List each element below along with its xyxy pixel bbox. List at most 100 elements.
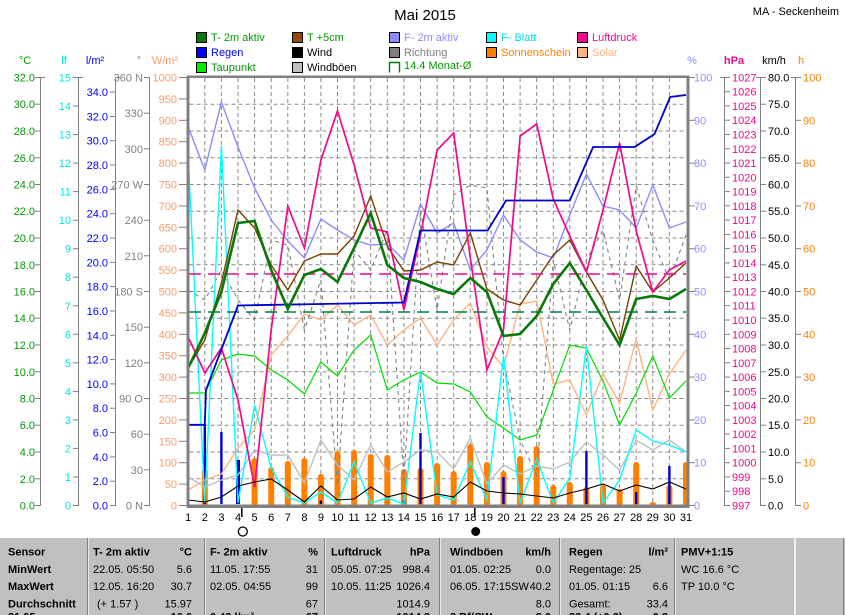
- svg-text:300: 300: [125, 144, 143, 156]
- svg-text:40.2: 40.2: [530, 581, 551, 593]
- svg-text:30: 30: [803, 372, 815, 384]
- svg-text:F- Blatt: F- Blatt: [501, 32, 536, 44]
- svg-text:1: 1: [65, 472, 71, 484]
- svg-text:4: 4: [65, 386, 71, 398]
- svg-text:W/m²: W/m²: [152, 55, 179, 67]
- svg-text:20.0: 20.0: [87, 257, 108, 269]
- svg-text:1026: 1026: [732, 87, 756, 99]
- svg-text:14.4 Monat-Ø: 14.4 Monat-Ø: [404, 60, 472, 72]
- svg-text:12.05. 16:20: 12.05. 16:20: [93, 581, 154, 593]
- svg-text:6: 6: [65, 329, 71, 341]
- svg-text:32.0: 32.0: [87, 111, 108, 123]
- svg-text:0: 0: [65, 501, 71, 513]
- svg-text:360 N: 360 N: [114, 73, 143, 85]
- svg-text:5.0: 5.0: [768, 474, 783, 486]
- svg-text:20.0: 20.0: [14, 233, 35, 245]
- svg-text:600: 600: [159, 244, 177, 256]
- svg-text:2.0: 2.0: [20, 474, 35, 486]
- svg-text:l/m²: l/m²: [86, 55, 105, 67]
- svg-text:28: 28: [630, 512, 642, 524]
- svg-text:1019: 1019: [732, 187, 756, 199]
- svg-text:500: 500: [159, 287, 177, 299]
- svg-text:67: 67: [306, 612, 318, 615]
- svg-text:Solar: Solar: [592, 47, 618, 59]
- svg-text:1000: 1000: [732, 458, 756, 470]
- svg-text:120: 120: [125, 358, 143, 370]
- svg-text:24.0: 24.0: [14, 180, 35, 192]
- svg-text:40: 40: [694, 329, 706, 341]
- svg-text:25: 25: [580, 512, 592, 524]
- svg-text:Durchschnitt: Durchschnitt: [8, 598, 76, 610]
- svg-text:850: 850: [159, 137, 177, 149]
- svg-text:5: 5: [65, 358, 71, 370]
- svg-text:100: 100: [159, 458, 177, 470]
- svg-text:%: %: [687, 55, 697, 67]
- svg-text:330: 330: [125, 108, 143, 120]
- svg-text:h: h: [798, 55, 804, 67]
- svg-text:1017: 1017: [732, 215, 756, 227]
- svg-text:11: 11: [60, 187, 71, 199]
- svg-text:1009: 1009: [732, 329, 756, 341]
- svg-text:16.0: 16.0: [87, 306, 108, 318]
- svg-text:10.05. 11:25: 10.05. 11:25: [331, 581, 391, 593]
- svg-text:50: 50: [694, 287, 706, 299]
- svg-text:24: 24: [564, 512, 576, 524]
- svg-text:8.0: 8.0: [93, 403, 108, 415]
- svg-text:1016: 1016: [732, 229, 756, 241]
- svg-text:1003: 1003: [732, 415, 756, 427]
- svg-text:10.0: 10.0: [14, 367, 35, 379]
- svg-text:Sensor: Sensor: [8, 547, 46, 559]
- svg-text:9: 9: [318, 512, 324, 524]
- svg-text:40.0: 40.0: [768, 287, 789, 299]
- svg-text:0.0: 0.0: [536, 564, 551, 576]
- svg-text:14: 14: [398, 512, 410, 524]
- svg-text:1026.4: 1026.4: [396, 581, 430, 593]
- svg-text:550: 550: [159, 265, 177, 277]
- svg-text:25.0: 25.0: [768, 367, 789, 379]
- svg-text:10: 10: [331, 512, 343, 524]
- svg-text:1020: 1020: [732, 172, 756, 184]
- svg-text:Luftdruck: Luftdruck: [592, 32, 638, 44]
- svg-text:12.0: 12.0: [14, 340, 35, 352]
- svg-text:Sonnenschein: Sonnenschein: [501, 47, 571, 59]
- svg-text:0.2: 0.2: [653, 612, 668, 615]
- svg-text:28.0: 28.0: [14, 126, 35, 138]
- svg-text:TP 10.0 °C: TP 10.0 °C: [681, 581, 735, 593]
- svg-text:18.0: 18.0: [87, 282, 108, 294]
- svg-text:Mai 2015: Mai 2015: [394, 7, 456, 24]
- svg-text:90: 90: [694, 115, 706, 127]
- svg-text:6.0: 6.0: [93, 428, 108, 440]
- svg-text:350: 350: [159, 351, 177, 363]
- svg-text:8: 8: [65, 272, 71, 284]
- svg-text:26: 26: [597, 512, 609, 524]
- svg-text:8: 8: [301, 512, 307, 524]
- svg-text:1013: 1013: [732, 272, 756, 284]
- svg-text:T- 2m aktiv: T- 2m aktiv: [93, 547, 151, 559]
- svg-text:14.0: 14.0: [87, 330, 108, 342]
- svg-text:1006: 1006: [732, 372, 756, 384]
- svg-text:40: 40: [803, 329, 815, 341]
- svg-text:1024: 1024: [732, 115, 756, 127]
- svg-text:45.0: 45.0: [768, 260, 789, 272]
- svg-text:80.0: 80.0: [768, 73, 789, 85]
- svg-text:90: 90: [803, 115, 815, 127]
- svg-text:30.0: 30.0: [14, 99, 35, 111]
- svg-text:Richtung: Richtung: [404, 47, 447, 59]
- svg-text:%: %: [308, 547, 318, 559]
- svg-text:15.97: 15.97: [164, 598, 192, 610]
- svg-text:1025: 1025: [732, 101, 756, 113]
- svg-text:20.0: 20.0: [768, 394, 789, 406]
- svg-text:14: 14: [59, 101, 71, 113]
- svg-text:50: 50: [803, 287, 815, 299]
- svg-text:1023: 1023: [732, 130, 756, 142]
- svg-text:15: 15: [59, 73, 71, 85]
- svg-text:15.0: 15.0: [768, 420, 789, 432]
- svg-text:31: 31: [680, 512, 692, 524]
- svg-text:MaxWert: MaxWert: [8, 581, 54, 593]
- svg-text:19: 19: [481, 512, 493, 524]
- svg-text:T +5cm: T +5cm: [307, 32, 344, 44]
- svg-text:7: 7: [285, 512, 291, 524]
- svg-text:16.6: 16.6: [171, 612, 192, 615]
- svg-text:1011: 1011: [732, 301, 756, 313]
- svg-text:1014.9: 1014.9: [396, 598, 430, 610]
